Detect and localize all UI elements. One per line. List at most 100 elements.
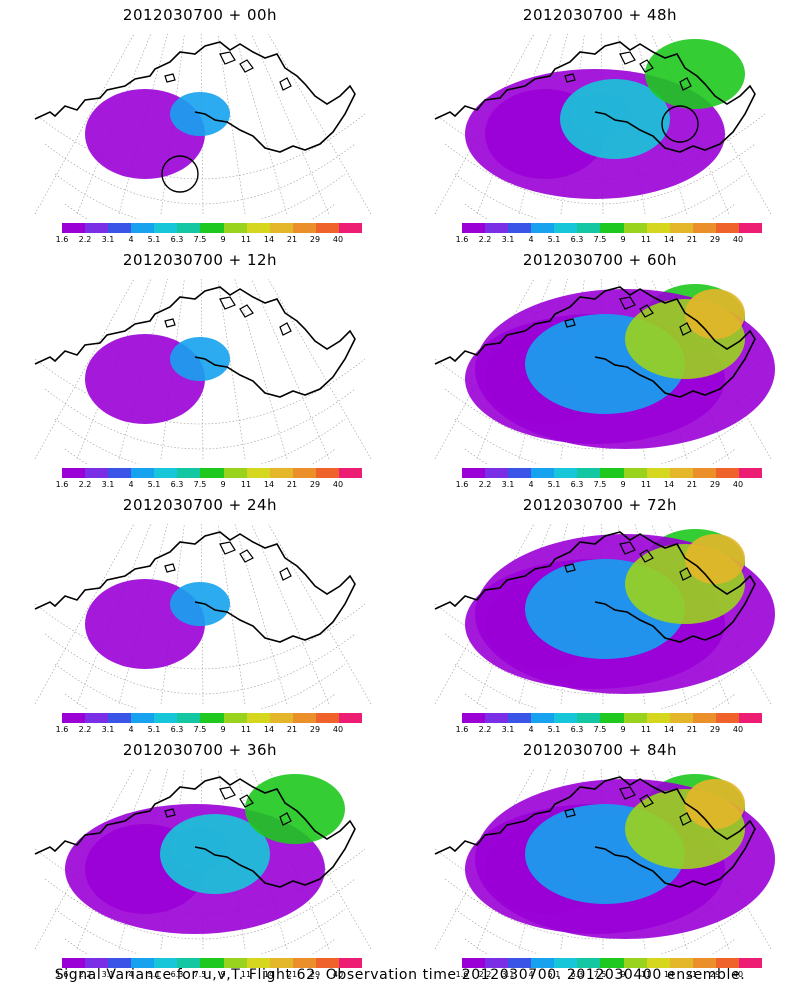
- colorbar-tick-label: 40: [332, 970, 344, 979]
- colorbar-swatch: [600, 223, 624, 233]
- colorbar-swatch: [692, 468, 716, 478]
- colorbar-labels: 1.6 2.2 3.1 4 5.1 6.3 7.5 9 11 14 21 29 40: [444, 480, 784, 490]
- colorbar-tick-label: 5.1: [147, 970, 161, 979]
- map-panel-24h: 2012030700 + 24h 1.6 2.2 3.1 4 5.1 6.3 7.5 9 11 1…: [0, 490, 400, 735]
- colorbar-tick-label: 7.5: [193, 970, 207, 979]
- colorbar-swatch: [623, 223, 647, 233]
- latitude-line: [454, 908, 746, 954]
- colorbar-swatch: [108, 468, 132, 478]
- colorbar-swatch: [531, 223, 555, 233]
- island-outline: [639, 794, 654, 808]
- variance-contour: [170, 582, 230, 626]
- colorbar-tick-label: 4: [128, 970, 134, 979]
- coastline: [34, 41, 356, 153]
- island-outline: [564, 563, 576, 573]
- colorbar-tick-label: 14: [663, 725, 675, 734]
- longitude-line: [160, 33, 185, 215]
- map-plot: [34, 33, 372, 219]
- island-outline: [639, 304, 654, 318]
- colorbar-tick-label: 29: [309, 725, 321, 734]
- figure-caption: Signal Variance for u,v,T. Flight 62. Ob…: [54, 967, 746, 983]
- colorbar-swatch: [623, 468, 647, 478]
- latitude-line: [444, 878, 756, 940]
- colorbar-tick-label: 14: [263, 970, 275, 979]
- variance-contour: [560, 79, 670, 159]
- longitude-line: [251, 768, 330, 950]
- colorbar-tick-label: 5.1: [547, 480, 561, 489]
- colorbar-tick-label: 1.6: [55, 970, 69, 979]
- colorbar-tick-label: 29: [309, 480, 321, 489]
- colorbar-tick-label: 29: [309, 970, 321, 979]
- colorbar-swatch: [315, 223, 339, 233]
- island-outline: [639, 549, 654, 563]
- colorbar-swatch: [108, 223, 132, 233]
- colorbar-swatch: [646, 958, 670, 968]
- colorbar: [462, 958, 763, 968]
- colorbar-swatch: [646, 223, 670, 233]
- colorbar-swatch: [577, 223, 601, 233]
- colorbar: [462, 713, 763, 723]
- colorbar-tick-label: 29: [709, 725, 721, 734]
- island-outline: [279, 567, 292, 581]
- colorbar-swatch: [85, 468, 109, 478]
- observation-circle: [661, 105, 699, 143]
- variance-contour: [685, 534, 745, 584]
- colorbar-tick-label: 9: [220, 725, 226, 734]
- latitude-line: [464, 448, 736, 464]
- map-panel-36h: 2012030700 + 36h 1.6 2.2 3.1 4 5.1 6.3 7.5 9 11 1…: [0, 735, 400, 980]
- island-outline: [239, 59, 254, 73]
- coastline: [34, 776, 356, 888]
- colorbar-tick-label: 5.1: [147, 480, 161, 489]
- panel-title: 2012030700 + 12h: [122, 251, 278, 269]
- island-outline: [239, 304, 254, 318]
- colorbar-swatch: [715, 468, 739, 478]
- colorbar-swatch: [177, 223, 201, 233]
- longitude-line: [234, 523, 288, 705]
- colorbar-tick-label: 2.2: [78, 235, 92, 244]
- map-plot: [34, 523, 372, 709]
- colorbar-swatch: [531, 468, 555, 478]
- colorbar-swatch: [338, 223, 363, 233]
- colorbar-tick-label: 7.5: [593, 235, 607, 244]
- colorbar-tick-label: 5.1: [147, 235, 161, 244]
- colorbar-labels: 1.6 2.2 3.1 4 5.1 6.3 7.5 9 11 14 21 29 40: [44, 970, 384, 980]
- map-plot: [434, 523, 775, 709]
- colorbar-tick-label: 14: [263, 725, 275, 734]
- colorbar-tick-label: 14: [263, 235, 275, 244]
- colorbar-swatch: [154, 223, 178, 233]
- colorbar-swatch: [246, 468, 270, 478]
- colorbar-tick-label: 29: [709, 235, 721, 244]
- colorbar-swatch: [246, 713, 270, 723]
- island-outline: [239, 794, 254, 808]
- colorbar-tick-label: 7.5: [593, 970, 607, 979]
- coastline: [34, 531, 356, 643]
- latitude-line: [64, 203, 336, 219]
- longitude-line: [118, 768, 168, 950]
- colorbar-tick-label: 40: [332, 235, 344, 244]
- island-outline: [164, 73, 176, 83]
- colorbar-swatch: [692, 223, 716, 233]
- latitude-line: [44, 143, 356, 205]
- panel-title: 2012030700 + 60h: [522, 251, 678, 269]
- latitude-line: [44, 878, 356, 940]
- colorbar-swatch: [315, 958, 339, 968]
- colorbar-swatch: [108, 713, 132, 723]
- colorbar-tick-label: 4: [528, 970, 534, 979]
- colorbar-tick-label: 6.3: [570, 970, 584, 979]
- longitude-line: [76, 278, 152, 460]
- longitude-line: [118, 523, 168, 705]
- colorbar-swatch: [669, 468, 693, 478]
- colorbar-swatch: [85, 958, 109, 968]
- colorbar-swatch: [246, 223, 270, 233]
- variance-contour: [685, 289, 745, 339]
- colorbar-tick-label: 40: [332, 725, 344, 734]
- colorbar-swatch: [269, 468, 293, 478]
- colorbar-tick-label: 4: [528, 725, 534, 734]
- colorbar-tick-label: 6.3: [570, 725, 584, 734]
- longitude-line: [76, 523, 152, 705]
- longitude-line: [76, 33, 152, 215]
- colorbar: [62, 713, 363, 723]
- colorbar-swatch: [292, 468, 316, 478]
- colorbar-swatch: [154, 713, 178, 723]
- map-plot: [434, 768, 775, 954]
